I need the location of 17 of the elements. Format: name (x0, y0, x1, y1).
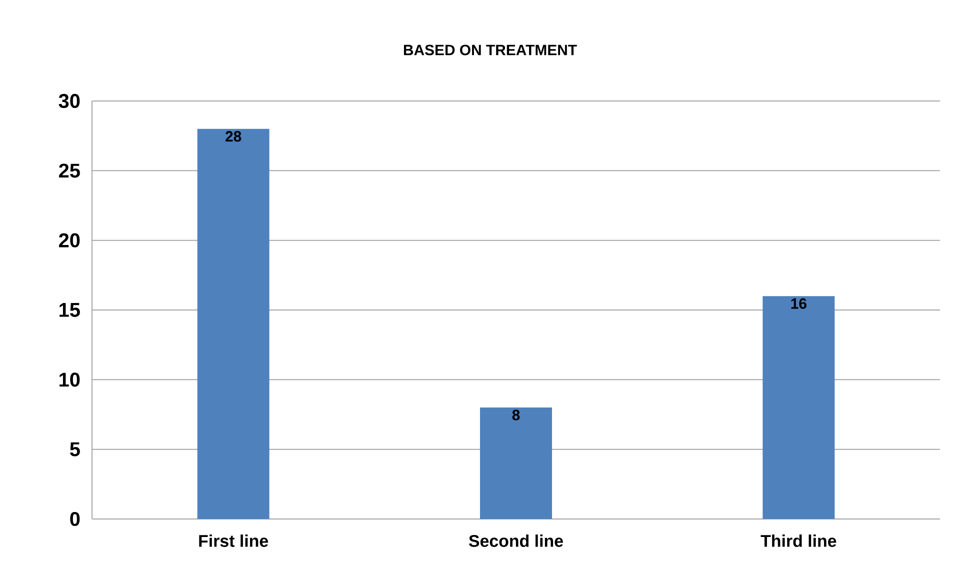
bar (197, 128, 270, 519)
chart-title: BASED ON TREATMENT (404, 44, 577, 56)
data-label: 16 (791, 298, 806, 309)
y-tick-label: 25 (59, 164, 80, 178)
x-tick-label: First line (199, 534, 268, 547)
data-label: 28 (226, 131, 242, 142)
x-tick-label: Second line (468, 534, 563, 547)
y-tick-label: 15 (60, 303, 80, 317)
bar (480, 408, 552, 519)
x-tick-label: Third line (760, 534, 836, 547)
y-tick-label: 10 (60, 372, 80, 387)
y-tick-label: 30 (58, 94, 80, 108)
y-tick-label: 20 (59, 233, 80, 248)
data-label: 8 (512, 410, 520, 420)
y-tick-label: 0 (70, 512, 80, 526)
bar (762, 296, 835, 519)
y-tick-label: 5 (70, 442, 80, 456)
